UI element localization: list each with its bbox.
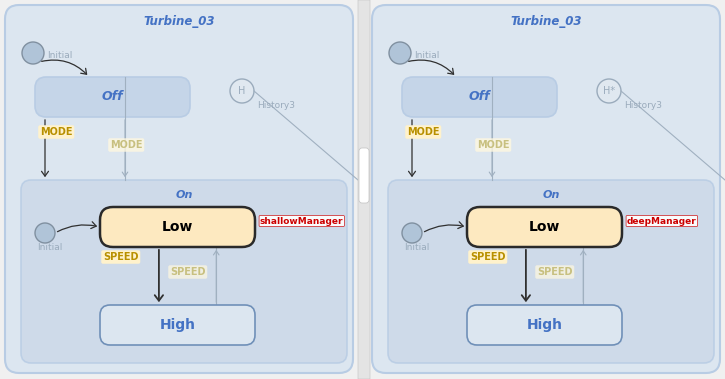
Text: shallowManager: shallowManager (260, 216, 344, 226)
FancyBboxPatch shape (21, 180, 347, 363)
Text: MODE: MODE (110, 140, 143, 150)
FancyBboxPatch shape (358, 0, 370, 379)
Circle shape (402, 223, 422, 243)
FancyBboxPatch shape (35, 77, 190, 117)
Text: History3: History3 (257, 100, 295, 110)
Text: MODE: MODE (407, 127, 439, 137)
FancyBboxPatch shape (100, 305, 255, 345)
FancyBboxPatch shape (359, 148, 369, 203)
Text: Initial: Initial (404, 243, 429, 252)
Text: On: On (175, 190, 193, 200)
Circle shape (389, 42, 411, 64)
FancyBboxPatch shape (467, 207, 622, 247)
Circle shape (597, 79, 621, 103)
Text: SPEED: SPEED (103, 252, 138, 262)
FancyBboxPatch shape (467, 305, 622, 345)
Text: SPEED: SPEED (470, 252, 505, 262)
Text: Turbine_03: Turbine_03 (144, 15, 215, 28)
Text: SPEED: SPEED (170, 267, 205, 277)
Text: deepManager: deepManager (627, 216, 697, 226)
FancyBboxPatch shape (5, 5, 353, 373)
Text: Low: Low (529, 220, 560, 234)
Text: Initial: Initial (47, 50, 72, 60)
Text: H: H (239, 86, 246, 96)
Text: On: On (542, 190, 560, 200)
FancyBboxPatch shape (100, 207, 255, 247)
Circle shape (35, 223, 55, 243)
Circle shape (22, 42, 44, 64)
Text: MODE: MODE (40, 127, 72, 137)
Text: Initial: Initial (414, 50, 439, 60)
Text: SPEED: SPEED (537, 267, 573, 277)
Text: Low: Low (162, 220, 193, 234)
Text: Turbine_03: Turbine_03 (510, 15, 581, 28)
Circle shape (230, 79, 254, 103)
Text: MODE: MODE (477, 140, 510, 150)
FancyBboxPatch shape (402, 77, 557, 117)
Text: Initial: Initial (37, 243, 62, 252)
Text: High: High (160, 318, 196, 332)
Text: Off: Off (102, 91, 123, 103)
FancyBboxPatch shape (388, 180, 714, 363)
Text: History3: History3 (624, 100, 662, 110)
FancyBboxPatch shape (372, 5, 720, 373)
Text: Off: Off (468, 91, 490, 103)
Text: High: High (526, 318, 563, 332)
Text: H*: H* (603, 86, 615, 96)
